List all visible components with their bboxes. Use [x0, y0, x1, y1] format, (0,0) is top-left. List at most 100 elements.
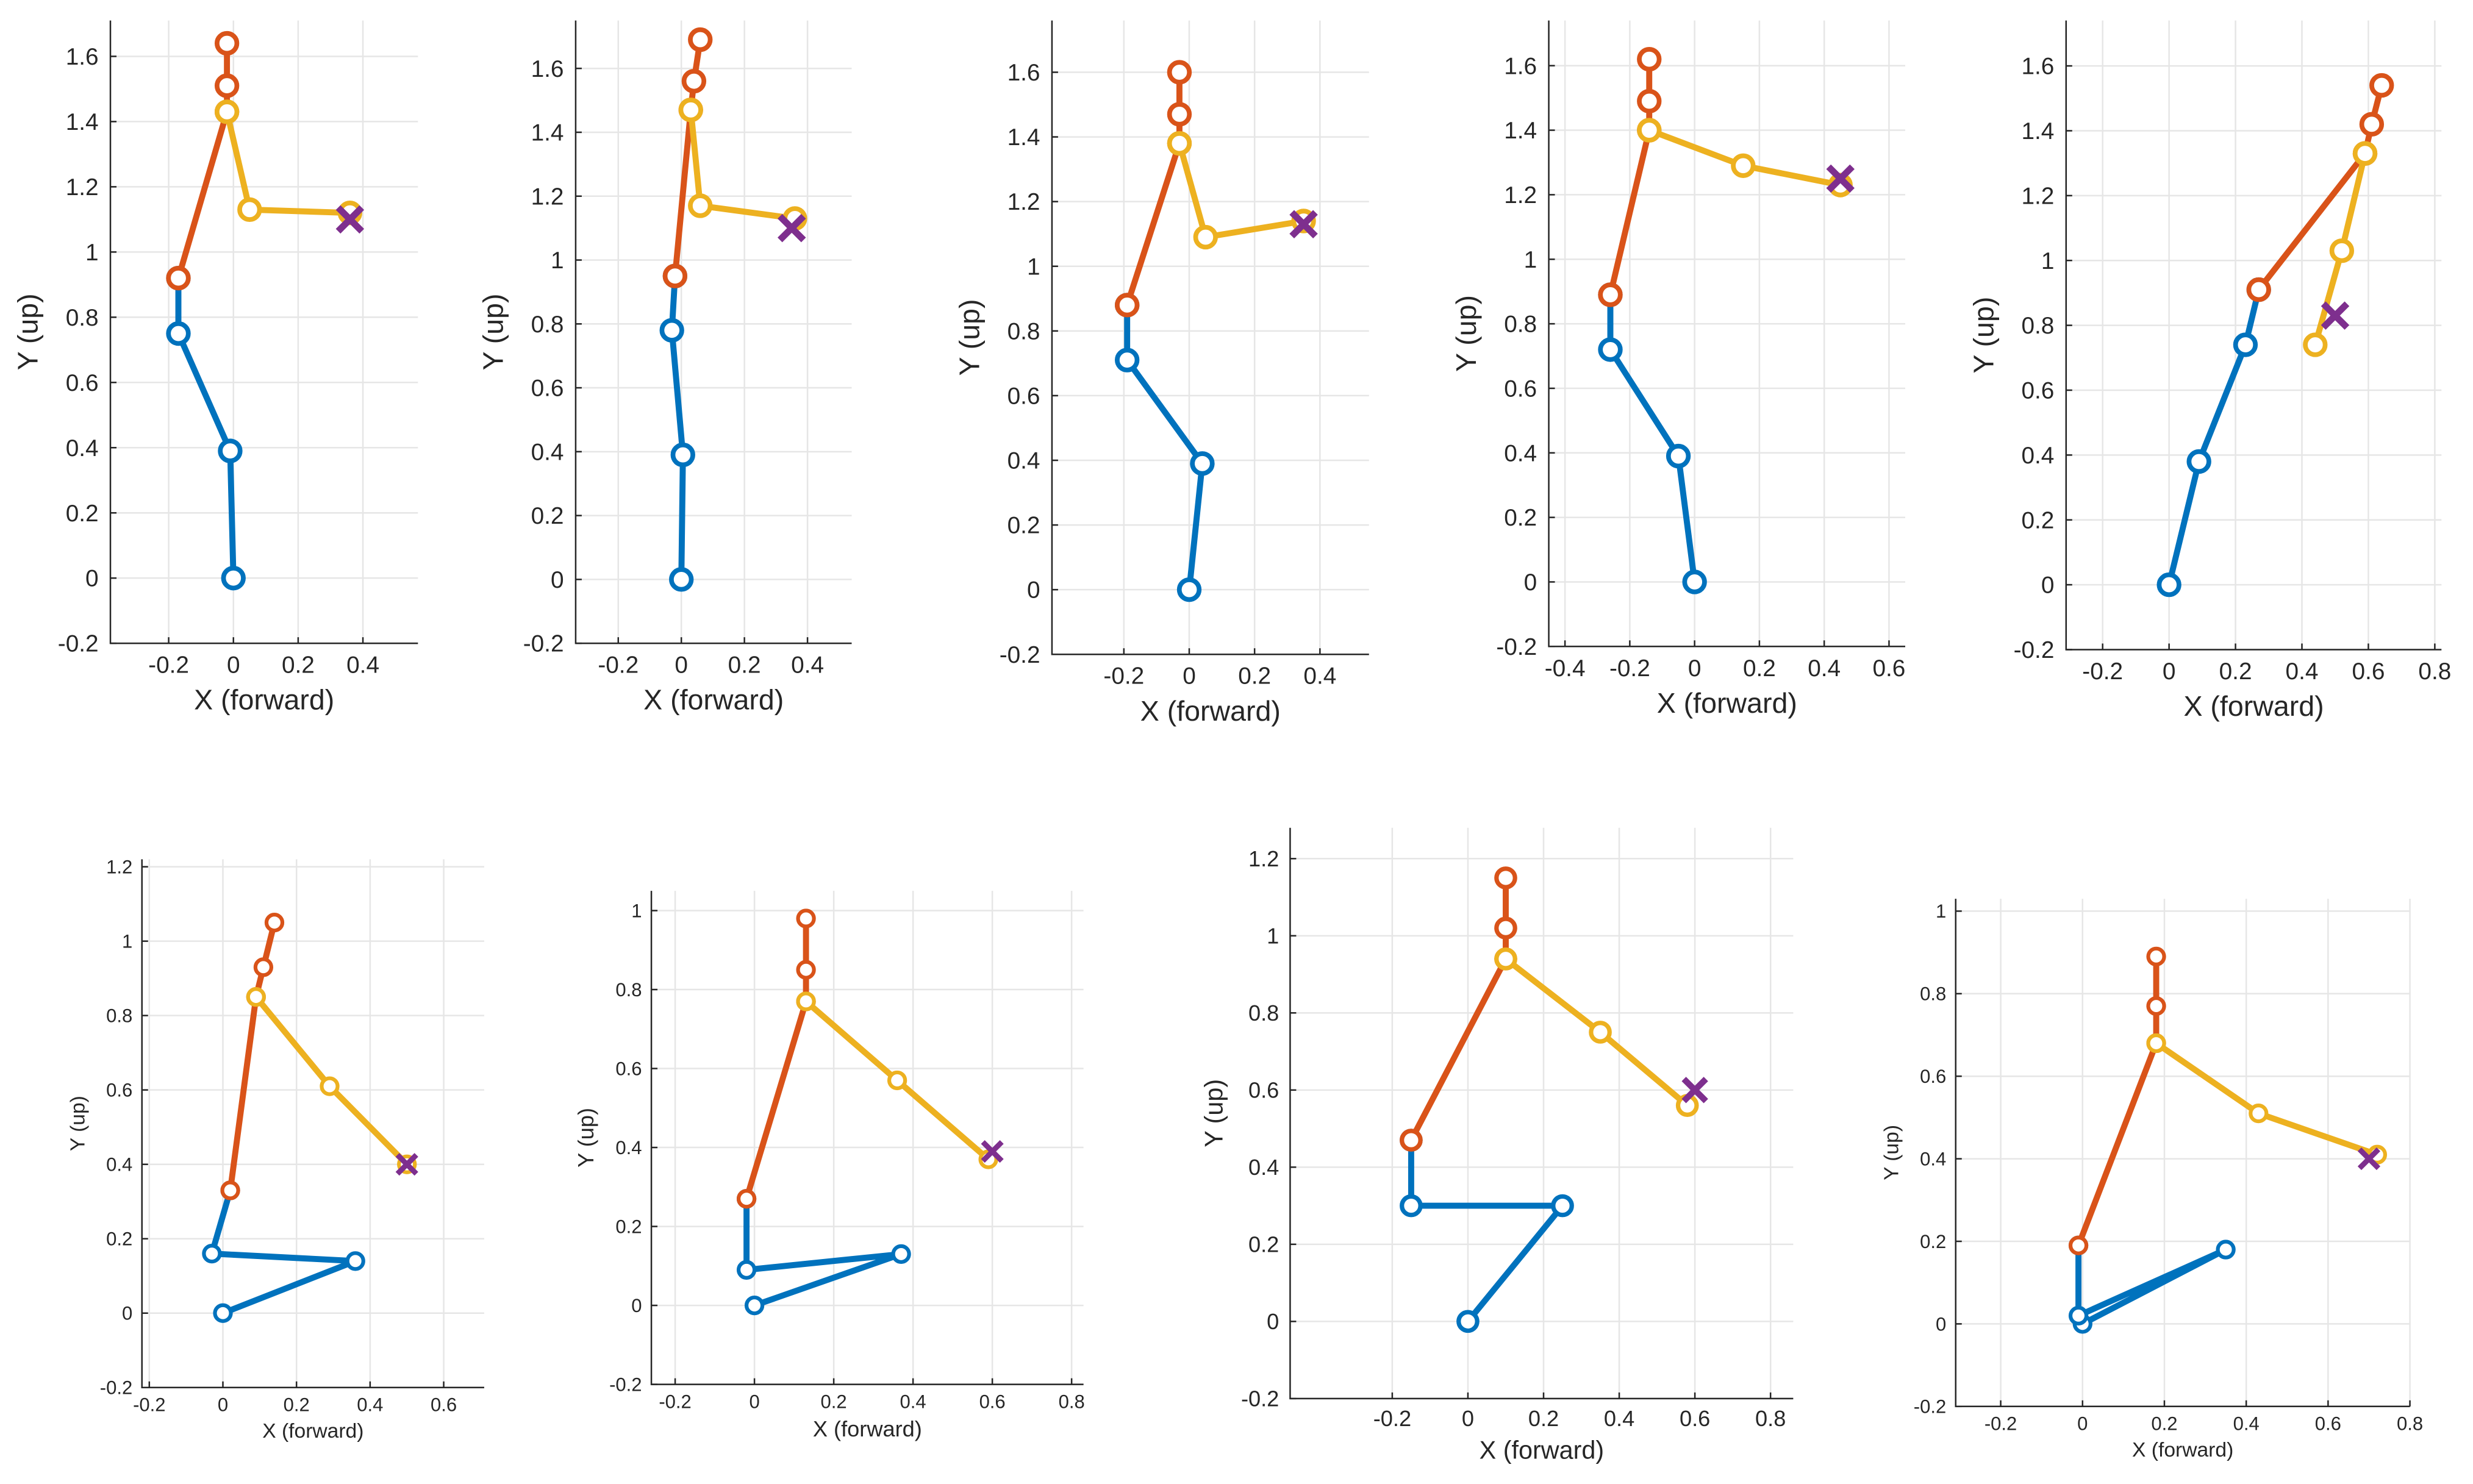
- x-tick-label: 0.4: [791, 652, 824, 679]
- subplot-8: -0.2 0 0.2 0.4 0.6 0.8 -0.2 0 0.2 0.4 0.6 0.8 1 1.2 X …: [1200, 827, 1794, 1464]
- legs-line: [668, 276, 686, 580]
- y-tick-label: 1.2: [2021, 183, 2054, 209]
- y-tick-label: 0.4: [106, 1154, 132, 1175]
- torso-joint-marker: [220, 1180, 240, 1200]
- x-tick-label: 0.8: [2397, 1413, 2423, 1435]
- arm-line: [2154, 1040, 2378, 1158]
- y-tick-label: 0.8: [1504, 312, 1537, 338]
- y-tick-label: 0.2: [2021, 507, 2054, 533]
- arm-joint-marker: [1494, 947, 1517, 971]
- x-axis-label: X (forward): [1140, 695, 1281, 727]
- y-tick-label: 0.2: [1920, 1231, 1946, 1252]
- axes-lines: [1548, 20, 1906, 647]
- x-tick-label: 0.4: [1808, 655, 1841, 682]
- y-tick-label: 1: [122, 931, 132, 952]
- torso-joint-marker: [2146, 946, 2166, 966]
- legs-joint-marker: [670, 442, 695, 468]
- legs-joint-marker: [1456, 1310, 1480, 1333]
- y-tick-label: 1.6: [531, 56, 564, 82]
- target-x-marker: [335, 205, 365, 234]
- torso-line: [1408, 877, 1509, 1142]
- legs-joint-marker: [736, 1260, 757, 1280]
- torso-line: [227, 921, 277, 1191]
- subplot-1: -0.2 0 0.2 0.4 -0.2 0 0.2 0.4 0.6 0.8 1 1.2 1.4 1.6 X …: [12, 20, 418, 716]
- y-tick-label: 1: [85, 240, 99, 266]
- arm-joint-marker: [678, 98, 703, 123]
- target-x-marker: [2321, 301, 2350, 330]
- x-tick-label: -0.2: [598, 652, 639, 679]
- arm-joint-marker: [214, 99, 240, 124]
- arm-joint-marker: [1589, 1021, 1612, 1044]
- target-x-marker: [2357, 1147, 2381, 1171]
- y-tick-label: -0.2: [1000, 642, 1040, 668]
- arm-joint-marker: [237, 197, 262, 222]
- subplot-9: -0.2 0 0.2 0.4 0.6 0.8 -0.2 0 0.2 0.4 0.6 0.8 1 X (fo…: [1881, 899, 2423, 1461]
- torso-line: [2075, 956, 2160, 1247]
- y-tick-label: 0.6: [106, 1080, 132, 1101]
- y-tick-label: -0.2: [100, 1377, 132, 1399]
- arm-line: [1176, 142, 1304, 240]
- axes-lines: [2065, 20, 2442, 651]
- torso-joint-marker: [1637, 88, 1662, 114]
- y-axis-label: Y (up): [477, 293, 509, 370]
- legs-joint-marker: [1666, 443, 1691, 469]
- torso-joint-marker: [796, 908, 816, 929]
- arm-joint-marker: [2146, 1033, 2166, 1054]
- legs-joint-marker: [1400, 1194, 1423, 1218]
- x-axis-label: X (forward): [1657, 687, 1797, 719]
- x-tick-label: 0: [1183, 663, 1196, 690]
- y-tick-label: 0.6: [1504, 376, 1537, 402]
- x-tick-label: 0.2: [1238, 663, 1271, 690]
- y-tick-label: 0.2: [1248, 1232, 1279, 1257]
- y-tick-label: 1.4: [1504, 118, 1537, 144]
- x-tick-label: 0.4: [357, 1394, 383, 1416]
- y-tick-label: 0.2: [1504, 505, 1537, 531]
- y-tick-label: 0.2: [1007, 513, 1040, 539]
- legs-line: [1408, 1140, 1566, 1324]
- legs-joint-marker: [2186, 449, 2211, 474]
- x-tick-label: 0.2: [1528, 1406, 1559, 1431]
- x-tick-label: 0.4: [1303, 663, 1336, 690]
- y-tick-label: 1: [551, 248, 564, 274]
- x-tick-label: 0.6: [1680, 1406, 1710, 1431]
- legs-joint-marker: [1190, 451, 1215, 476]
- y-tick-label: -0.2: [58, 631, 99, 657]
- x-tick-label: 0.2: [728, 652, 761, 679]
- y-tick-label: 0: [1936, 1313, 1946, 1335]
- y-tick-label: 0.8: [615, 979, 642, 1001]
- arm-joint-marker: [978, 1149, 998, 1169]
- x-tick-label: -0.2: [659, 1391, 691, 1412]
- x-tick-label: 0.4: [1604, 1406, 1634, 1431]
- x-tick-label: -0.2: [1103, 663, 1144, 690]
- y-tick-label: 0.2: [66, 501, 99, 527]
- y-axis-label: Y (up): [12, 293, 44, 370]
- torso-joint-marker: [2359, 112, 2385, 137]
- y-tick-label: 0: [551, 567, 564, 593]
- subplot-4: -0.4 -0.2 0 0.2 0.4 0.6 -0.2 0 0.2 0.4 0.6 0.8 1 1.2 1…: [1450, 20, 1906, 719]
- y-tick-label: 0.6: [1920, 1066, 1946, 1087]
- legs-joint-marker: [891, 1244, 911, 1265]
- legs-joint-marker: [213, 1303, 233, 1323]
- y-tick-label: 0.4: [1007, 448, 1040, 474]
- torso-joint-marker: [1167, 60, 1192, 85]
- legs-joint-marker: [166, 321, 191, 346]
- y-tick-label: 1.4: [2021, 118, 2054, 144]
- y-tick-label: -0.2: [1241, 1386, 1279, 1411]
- legs-joint-marker: [1115, 348, 1140, 373]
- y-tick-label: 0.8: [66, 305, 99, 331]
- torso-joint-marker: [1494, 916, 1517, 940]
- target-x-marker: [777, 213, 806, 243]
- x-tick-label: 0.8: [2418, 658, 2451, 685]
- x-tick-label: 0.4: [2286, 658, 2319, 685]
- y-tick-label: 0: [2041, 573, 2055, 599]
- x-axis-label: X (forward): [2183, 690, 2324, 722]
- legs-joint-marker: [221, 565, 246, 591]
- axes-lines: [109, 20, 418, 644]
- y-tick-label: 0.6: [531, 376, 564, 402]
- x-tick-label: 0: [218, 1394, 228, 1416]
- legs-line: [209, 1190, 359, 1316]
- axes-lines: [1051, 20, 1369, 655]
- x-tick-label: 0.6: [431, 1394, 457, 1416]
- x-tick-label: -0.2: [1984, 1413, 2017, 1435]
